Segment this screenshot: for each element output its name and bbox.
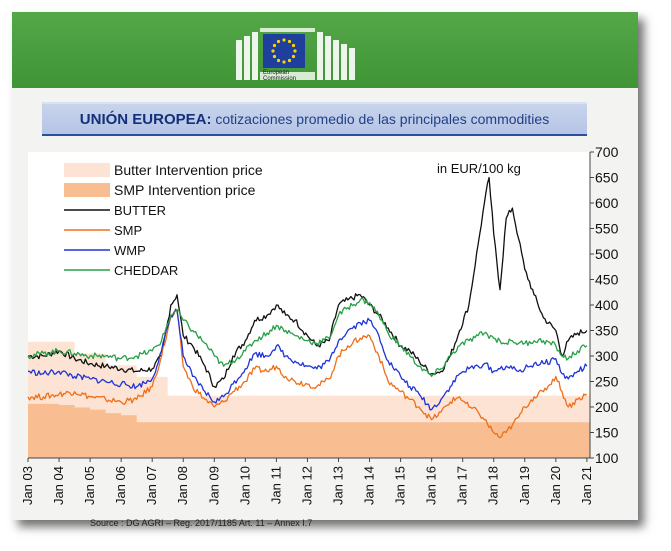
title-separator: : (206, 110, 212, 128)
x-tick-label: Jan 15 (393, 466, 408, 505)
x-tick-label: Jan 09 (206, 466, 221, 505)
legend-swatch (64, 163, 110, 177)
x-tick-label: Jan 17 (455, 466, 470, 505)
x-tick-label: Jan 07 (144, 466, 159, 505)
slide-card: European Commission UNIÓN EUROPEA: cotiz… (12, 12, 638, 528)
flag-star (272, 54, 277, 59)
y-tick-label: 500 (595, 246, 619, 262)
x-tick-label: Jan 14 (362, 466, 377, 505)
flag-star (271, 49, 275, 53)
legend-label: Butter Intervention price (114, 162, 263, 178)
legend-label: CHEDDAR (114, 263, 178, 278)
x-tick-label: Jan 12 (299, 466, 314, 505)
legend-label: WMP (114, 243, 146, 258)
series-line-cheddar (27, 297, 588, 378)
y-tick-label: 350 (595, 323, 619, 339)
x-tick-label: Jan 20 (548, 466, 563, 505)
x-tick-label: Jan 06 (113, 466, 128, 505)
x-tick-label: Jan 03 (20, 466, 35, 505)
flag-star (282, 38, 286, 42)
unit-label: in EUR/100 kg (437, 161, 521, 176)
y-tick-label: 200 (595, 399, 619, 415)
flag-star (291, 54, 296, 59)
legend-label: SMP (114, 223, 142, 238)
x-tick-label: Jan 08 (175, 466, 190, 505)
flag-star (291, 43, 296, 48)
flag-star (276, 58, 281, 63)
ec-banner: European Commission (12, 12, 638, 88)
x-tick-label: Jan 18 (486, 466, 501, 505)
x-tick-label: Jan 11 (268, 466, 283, 504)
logo-line-1: European (263, 70, 290, 76)
y-tick-label: 650 (595, 170, 619, 186)
series-line-wmp (27, 309, 588, 411)
x-tick-label: Jan 13 (330, 466, 345, 505)
title-rest: cotizaciones promedio de las principales… (211, 111, 550, 127)
y-tick-label: 700 (595, 144, 619, 160)
x-tick-label: Jan 21 (579, 466, 594, 505)
title-main: UNIÓN EUROPEA (79, 110, 207, 128)
x-tick-label: Jan 19 (517, 466, 532, 505)
series-line-smp (27, 308, 588, 439)
legend-swatch (64, 183, 110, 197)
dairy-price-chart: 100 150 200 250 300 350 400 450 500 550 600 650 700 J… (20, 144, 619, 505)
x-tick-label: Jan 16 (424, 466, 439, 505)
legend-label: BUTTER (114, 203, 166, 218)
series-line-butter (27, 176, 588, 389)
flag-star (287, 39, 292, 44)
logo-line-2: Commission (263, 76, 297, 82)
flag-star (276, 39, 281, 44)
flag-star (282, 60, 286, 64)
y-tick-label: 250 (595, 374, 619, 390)
y-tick-label: 550 (595, 221, 619, 237)
y-tick-label: 300 (595, 348, 619, 364)
source-note: Source : DG AGRI – Reg. 2017/1185 Art. 1… (90, 518, 313, 528)
y-tick-label: 400 (595, 297, 619, 313)
x-tick-label: Jan 04 (51, 466, 66, 505)
y-tick-label: 100 (595, 450, 619, 466)
x-tick-label: Jan 10 (237, 466, 252, 505)
y-tick-label: 600 (595, 195, 619, 211)
x-tick-label: Jan 05 (82, 466, 97, 505)
logo-label: European Commission (263, 70, 313, 82)
flag-star (287, 58, 292, 63)
flag-star (272, 43, 277, 48)
legend-label: SMP Intervention price (114, 182, 256, 198)
y-tick-label: 150 (595, 425, 619, 441)
european-commission-logo (236, 28, 355, 80)
flag-star (293, 49, 297, 53)
chart-title-box: UNIÓN EUROPEA: cotizaciones promedio de … (42, 102, 587, 136)
area-smp-intervention-price (28, 403, 590, 458)
y-tick-label: 450 (595, 272, 619, 288)
